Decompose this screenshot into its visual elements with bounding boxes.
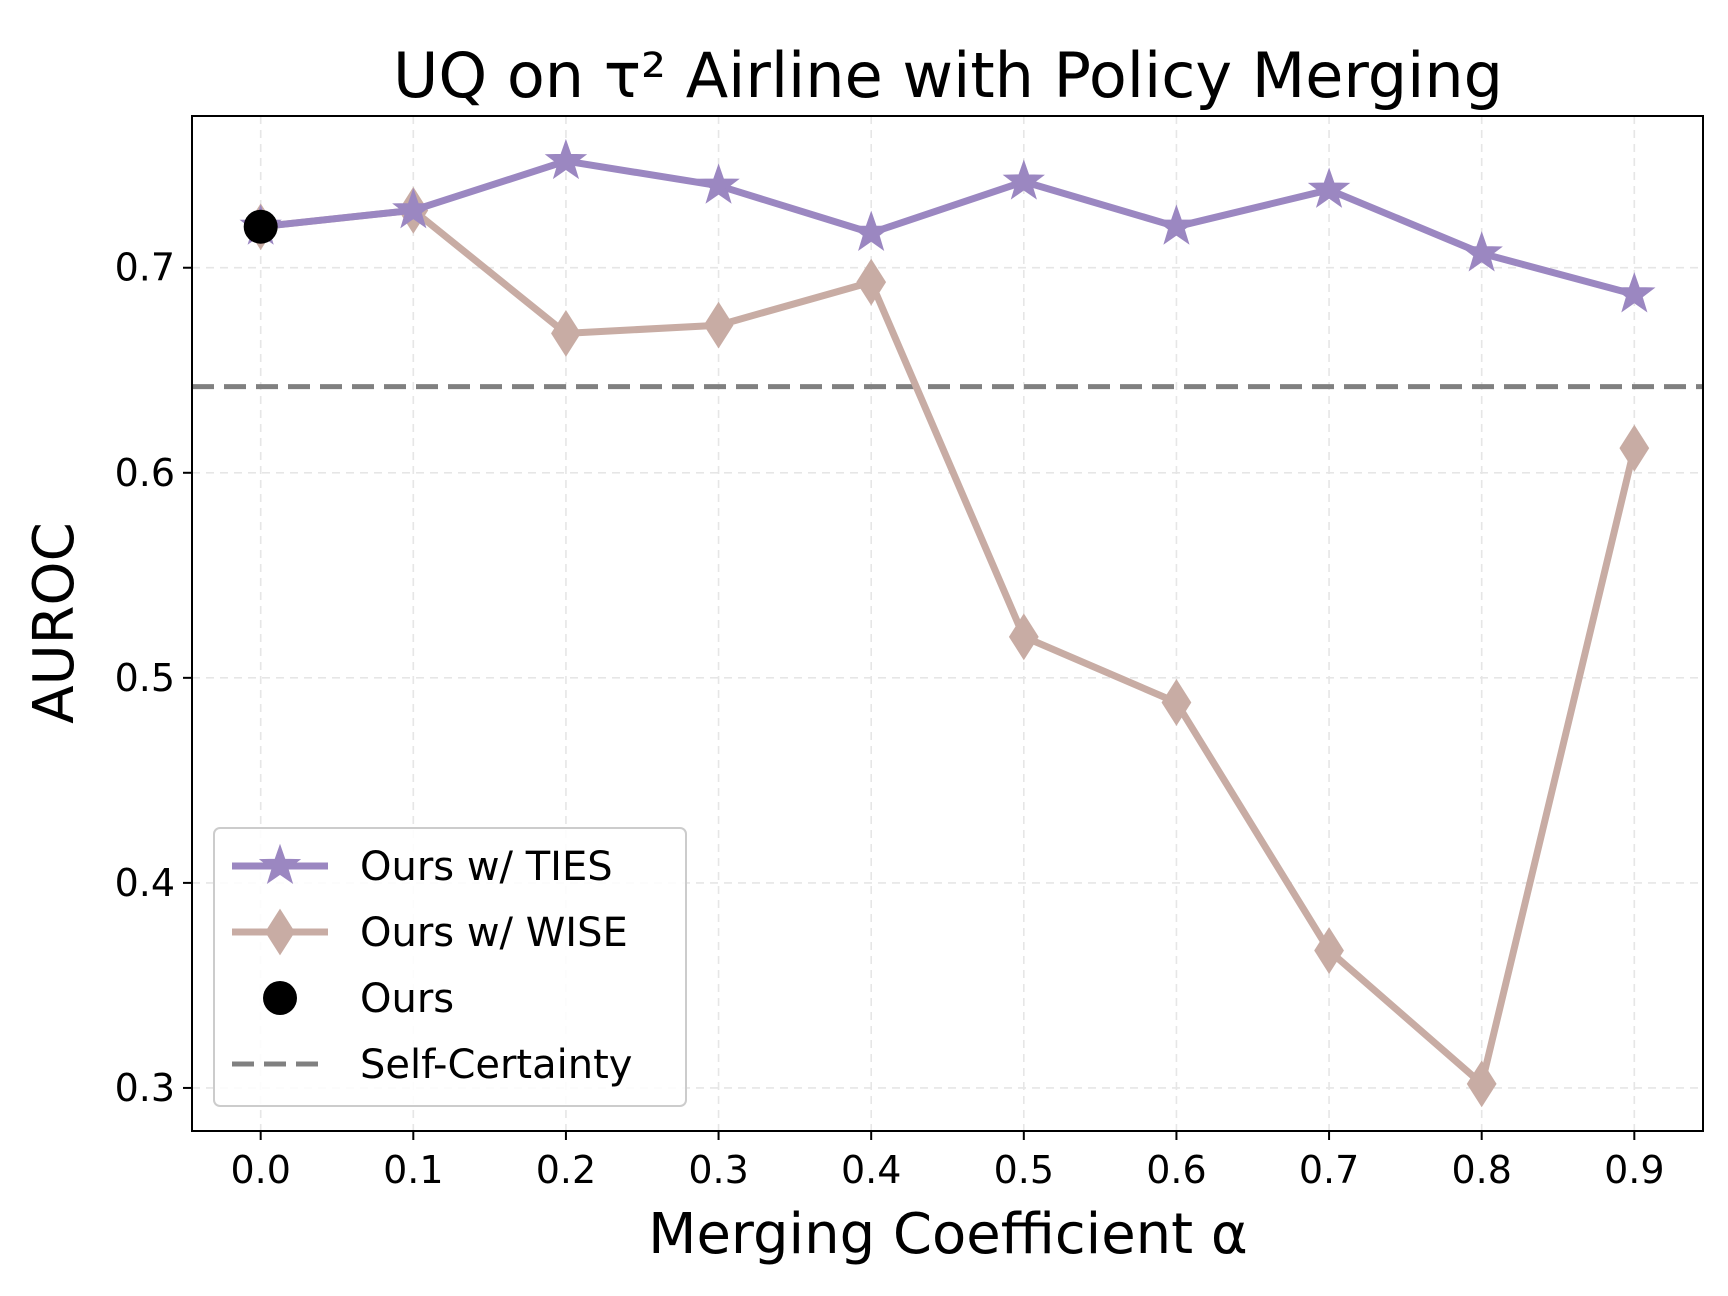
x-tick-label: 0.0 (230, 1148, 290, 1192)
ours-w-ties-marker (544, 138, 588, 180)
legend-ours-w-wise-marker (265, 908, 295, 956)
ours-w-ties-marker (697, 163, 740, 204)
legend-self-certainty-label: Self-Certainty (360, 1042, 632, 1088)
ours-w-ties-marker (1460, 231, 1503, 272)
x-tick-label: 0.4 (841, 1148, 901, 1192)
x-tick-label: 0.6 (1146, 1148, 1206, 1192)
chart-title: UQ on τ² Airline with Policy Merging (393, 39, 1503, 112)
ours-w-wise-line (257, 206, 1638, 1088)
x-tick-label: 0.8 (1451, 1148, 1511, 1192)
ours-point (243, 209, 278, 244)
legend-items: Ours w/ TIES Ours w/ WISE Ours Self-Certain… (232, 843, 632, 1088)
x-tick-label: 0.2 (536, 1148, 596, 1192)
ours-w-wise-marker (1466, 1060, 1497, 1108)
x-tick-label: 0.7 (1299, 1148, 1359, 1192)
legend-ours-w-ties-marker (258, 843, 302, 885)
ours-w-ties-marker (392, 188, 435, 229)
ours-w-ties-line (257, 157, 1638, 298)
y-tick-label: 0.4 (115, 861, 175, 905)
legend-ours-marker (263, 981, 297, 1015)
ours-w-wise-marker (1161, 679, 1192, 726)
y-axis-ticks: 0.3 0.4 0.5 0.6 0.7 (115, 246, 192, 1110)
ours-w-ties-marker (1307, 167, 1351, 208)
ours-w-wise-marker (1008, 613, 1039, 661)
ours-w-wise-marker (1314, 927, 1344, 974)
x-axis-ticks: 0.0 0.1 0.2 0.3 0.4 0.5 0.6 0.7 0.8 0.9 (230, 1131, 1665, 1192)
x-tick-label: 0.9 (1604, 1148, 1664, 1192)
y-tick-label: 0.7 (115, 246, 175, 290)
x-tick-label: 0.5 (994, 1148, 1054, 1192)
ours-w-wise-marker (703, 301, 734, 349)
x-axis-label: Merging Coefficient α (648, 1202, 1248, 1267)
y-tick-label: 0.5 (115, 656, 175, 700)
ours-w-ties-marker (1002, 159, 1045, 200)
y-tick-label: 0.3 (115, 1066, 175, 1110)
ours-w-wise-marker (551, 309, 581, 357)
legend: Ours w/ TIES Ours w/ WISE Ours Self-Certain… (213, 827, 687, 1107)
legend-box (213, 827, 687, 1107)
x-tick-label: 0.1 (383, 1148, 443, 1192)
legend-ours-w-wise-label: Ours w/ WISE (360, 910, 628, 956)
y-tick-label: 0.6 (115, 451, 175, 495)
ours-w-wise-marker (856, 258, 887, 306)
points-group (243, 209, 278, 244)
ours-w-ties-marker (850, 210, 893, 251)
ours-w-wise-marker (1619, 424, 1650, 472)
legend-ours-w-ties-label: Ours w/ TIES (360, 844, 613, 890)
plot-frame (191, 115, 1704, 1132)
ours-w-ties-marker (1155, 204, 1198, 245)
y-axis-label: AUROC (22, 522, 87, 723)
x-tick-label: 0.3 (688, 1148, 748, 1192)
ours-w-ties-marker (1613, 272, 1656, 313)
legend-ours-label: Ours (360, 976, 454, 1022)
